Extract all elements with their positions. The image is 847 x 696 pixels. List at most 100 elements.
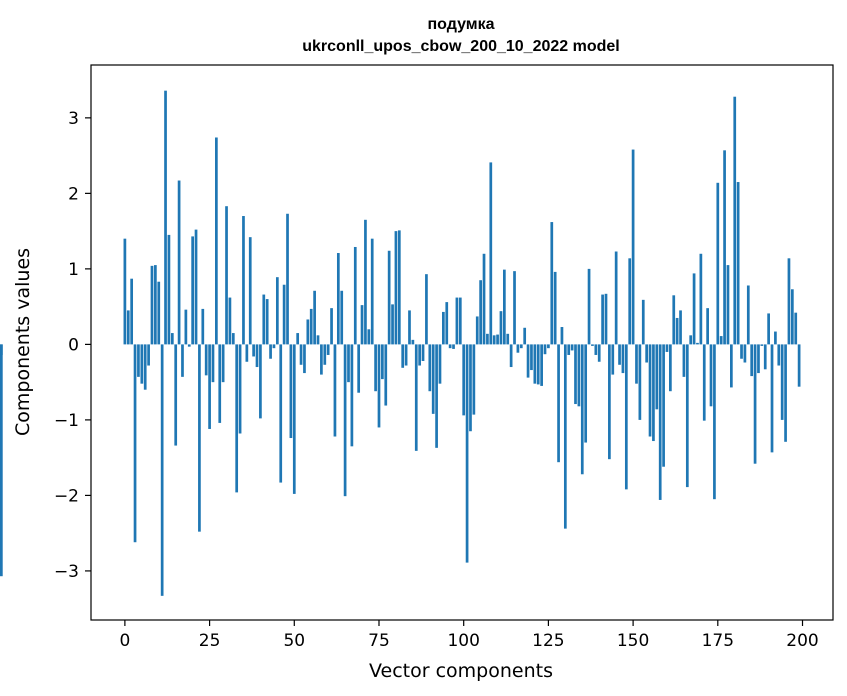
- y-tick-label: −3: [54, 562, 79, 582]
- bar-119: [526, 344, 530, 378]
- bar-164: [679, 310, 682, 345]
- plot-frame: [90, 64, 834, 621]
- bar-152: [638, 344, 642, 420]
- x-tick-label: 150: [617, 631, 649, 651]
- y-tick-label: −2: [54, 486, 79, 506]
- bar-171: [702, 344, 706, 421]
- bar-129: [560, 327, 564, 345]
- bars-group: [0, 90, 801, 596]
- bar-42: [265, 299, 269, 345]
- bar-153: [641, 299, 645, 345]
- bar-69: [357, 344, 361, 393]
- bar-76: [381, 344, 384, 380]
- bar-99: [458, 297, 462, 345]
- bar-52: [299, 344, 303, 365]
- bar-47: [282, 284, 286, 345]
- bar-54: [306, 319, 310, 345]
- x-tick-label: 0: [119, 631, 130, 651]
- bar-156: [652, 344, 655, 442]
- bar-136: [584, 344, 588, 443]
- bar-193: [777, 344, 781, 366]
- bar-46: [279, 344, 283, 483]
- bar-174: [713, 344, 716, 500]
- bar-142: [604, 293, 608, 345]
- bar-169: [696, 342, 699, 345]
- bar-143: [608, 344, 611, 460]
- bar-81: [397, 230, 401, 345]
- bar-161: [669, 344, 672, 392]
- bar-14: [170, 333, 174, 345]
- bar-88: [421, 344, 425, 361]
- x-axis-label: Vector components: [369, 660, 553, 682]
- bar-175: [716, 182, 720, 345]
- bar-189: [763, 344, 767, 370]
- bar-41: [262, 294, 266, 345]
- bar-48: [286, 213, 289, 345]
- bar-13: [167, 234, 171, 345]
- bar-11: [160, 344, 164, 596]
- bar-132: [570, 344, 574, 351]
- bar-40: [259, 344, 262, 419]
- bar-154: [645, 344, 649, 363]
- bar-78: [387, 250, 391, 345]
- bar-165: [682, 344, 686, 377]
- bar-51: [296, 333, 300, 345]
- bar-19: [187, 344, 191, 347]
- bar-182: [740, 344, 743, 359]
- bar-59: [323, 344, 327, 365]
- bar-86: [414, 344, 418, 451]
- bar-160: [665, 344, 669, 352]
- bar-25: [208, 344, 211, 429]
- bar-163: [675, 317, 679, 345]
- bar-168: [692, 273, 696, 345]
- bar-16: [177, 180, 181, 345]
- x-tick-label: 25: [199, 631, 221, 651]
- bar-37: [248, 237, 252, 345]
- bar-127: [553, 271, 557, 345]
- x-tick-label: 200: [786, 631, 818, 651]
- bar-147: [621, 344, 625, 374]
- bar-89: [425, 274, 428, 345]
- bar-85: [411, 339, 415, 345]
- bar-39: [255, 344, 259, 368]
- bar-12: [164, 90, 167, 345]
- bar-4: [137, 344, 140, 377]
- bar-140: [597, 344, 601, 362]
- bar-38: [252, 344, 255, 357]
- bar-139: [594, 344, 598, 355]
- bar-73: [370, 238, 374, 345]
- bar-170: [699, 253, 703, 345]
- x-tick-label: 125: [532, 631, 564, 651]
- bar-27: [215, 137, 218, 345]
- bar-83: [404, 344, 408, 366]
- bar-53: [303, 344, 306, 374]
- bar-100: [462, 344, 466, 416]
- y-tick-label: −1: [54, 411, 79, 431]
- bar-176: [719, 336, 723, 345]
- bar-122: [536, 344, 540, 385]
- bar-17: [181, 344, 184, 377]
- bar-126: [550, 222, 554, 345]
- bar-70: [360, 305, 364, 345]
- bar-56: [313, 290, 316, 345]
- bar-32: [231, 333, 235, 345]
- bar-196: [787, 258, 791, 345]
- bar-107: [486, 333, 489, 345]
- bar-44: [272, 344, 276, 349]
- bar-3: [133, 344, 137, 543]
- bar-66: [347, 344, 350, 383]
- bar-7: [147, 344, 150, 366]
- bar-105: [479, 280, 482, 345]
- bar-188: [760, 344, 764, 346]
- bar-123: [540, 344, 543, 386]
- bar-undefined: [0, 344, 3, 577]
- bar-115: [513, 271, 516, 345]
- bar-148: [624, 344, 628, 490]
- bar-181: [736, 182, 740, 345]
- bar-0: [123, 238, 127, 345]
- bar-178: [726, 265, 730, 345]
- bar-146: [618, 344, 621, 365]
- bar-128: [557, 344, 560, 463]
- bar-34: [238, 344, 242, 434]
- bar-63: [336, 253, 340, 345]
